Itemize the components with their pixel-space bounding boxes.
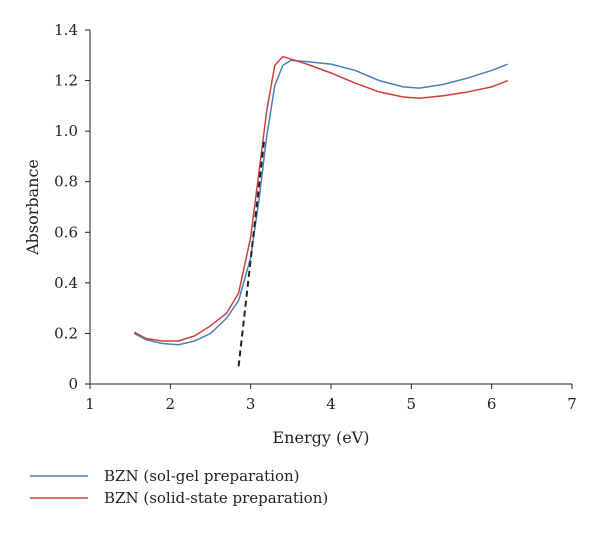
x-axis-title: Energy (eV): [273, 428, 370, 447]
legend-label-2: BZN (solid-state preparation): [104, 489, 328, 507]
tangent-dashed-line: [237, 138, 266, 367]
x-tick-label: 6: [487, 395, 497, 413]
y-tick-label: 1.0: [54, 122, 78, 140]
y-tick-label: 0.2: [54, 324, 78, 342]
x-tick-label: 4: [326, 395, 336, 413]
x-tick-label: 1: [85, 395, 95, 413]
x-tick-label: 5: [407, 395, 417, 413]
x-tick-label: 3: [246, 395, 256, 413]
y-tick-label: 0: [68, 375, 78, 393]
y-axis-title: Absorbance: [23, 159, 42, 256]
y-tick-label: 1.4: [54, 21, 78, 39]
y-tick-label: 0.4: [54, 274, 78, 292]
x-tick-label: 7: [567, 395, 577, 413]
legend-label-1: BZN (sol-gel preparation): [104, 467, 300, 485]
x-tick-label: 2: [166, 395, 176, 413]
y-tick-label: 0.6: [54, 223, 78, 241]
series-line-1: [133, 59, 509, 346]
series-line-2: [133, 55, 509, 342]
y-tick-label: 1.2: [54, 72, 78, 90]
y-tick-label: 0.8: [54, 173, 78, 191]
